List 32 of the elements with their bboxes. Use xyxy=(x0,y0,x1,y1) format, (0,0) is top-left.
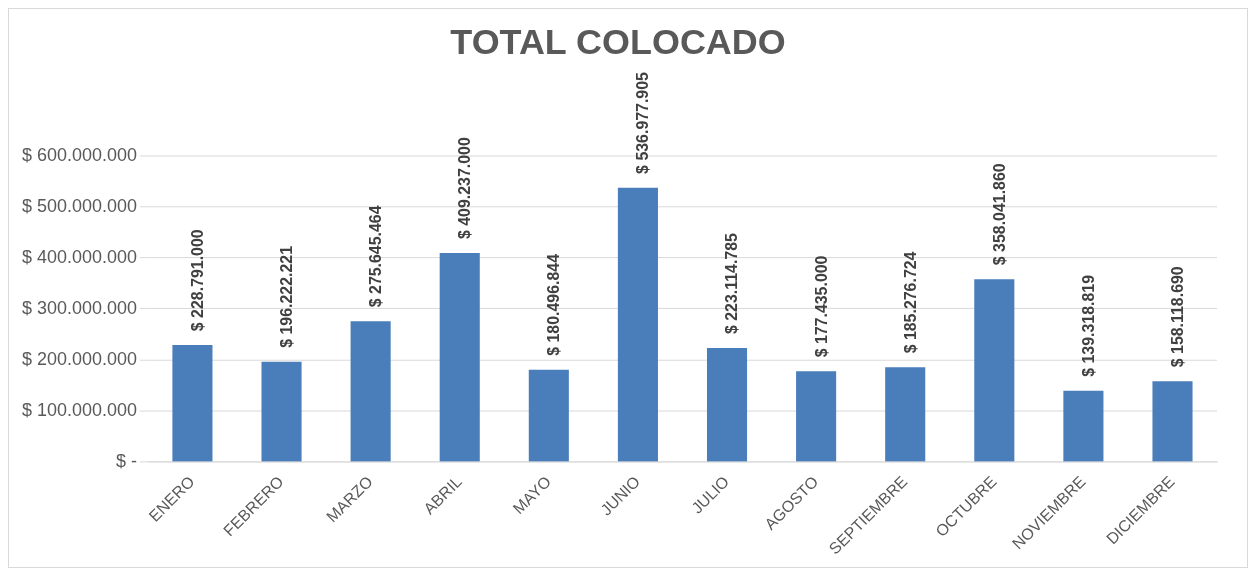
y-tick-label: $ 300.000.000 xyxy=(22,297,137,318)
y-tick-label: $ 400.000.000 xyxy=(22,246,137,267)
bar xyxy=(974,279,1015,462)
data-label: $ 180.496.844 xyxy=(545,253,563,356)
data-label: $ 196.222.221 xyxy=(277,245,295,348)
data-label: $ 536.977.905 xyxy=(634,71,652,174)
data-label: $ 139.318.819 xyxy=(1079,274,1097,377)
bar xyxy=(172,345,213,462)
bar xyxy=(706,348,748,462)
data-label: $ 228.791.000 xyxy=(188,229,206,332)
data-label: $ 275.645.464 xyxy=(367,205,385,308)
bar xyxy=(261,361,302,462)
bar xyxy=(796,371,837,462)
bar xyxy=(885,367,926,462)
chart-title: TOTAL COLOCADO xyxy=(450,22,786,63)
y-tick-label: $ 100.000.000 xyxy=(22,399,137,420)
y-tick-label: $ - xyxy=(115,450,137,471)
bar xyxy=(439,253,480,462)
data-label: $ 409.237.000 xyxy=(456,137,474,240)
bar xyxy=(528,369,569,462)
y-tick-label: $ 500.000.000 xyxy=(22,195,137,216)
y-tick-label: $ 600.000.000 xyxy=(22,144,137,165)
data-label: $ 223.114.785 xyxy=(723,232,741,335)
data-label: $ 177.435.000 xyxy=(812,255,830,358)
y-tick-label: $ 200.000.000 xyxy=(22,348,137,369)
bar xyxy=(350,321,391,462)
bar xyxy=(617,187,658,462)
bar xyxy=(1152,381,1193,462)
data-label: $ 185.276.724 xyxy=(901,251,919,354)
data-label: $ 358.041.860 xyxy=(990,163,1008,266)
bar xyxy=(1063,390,1104,462)
data-label: $ 158.118.690 xyxy=(1168,266,1186,368)
